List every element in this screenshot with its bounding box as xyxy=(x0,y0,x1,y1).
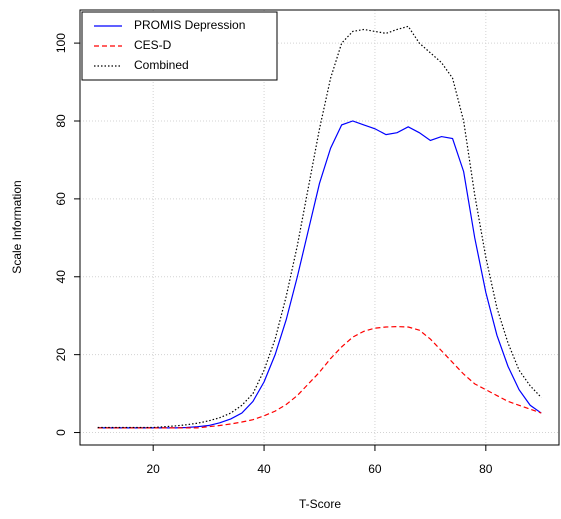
line xyxy=(97,326,542,429)
y-tick-label: 20 xyxy=(54,348,68,362)
line xyxy=(97,120,542,429)
x-tick-label: 40 xyxy=(257,462,271,476)
plot-frame xyxy=(79,9,560,446)
legend-label: Combined xyxy=(134,58,189,72)
x-tick-label: 60 xyxy=(368,462,382,476)
y-tick-label: 80 xyxy=(54,114,68,128)
legend-label: PROMIS Depression xyxy=(134,18,245,32)
y-tick-label: 100 xyxy=(54,33,68,53)
x-tick-label: 20 xyxy=(147,462,161,476)
y-tick-label: 60 xyxy=(54,192,68,206)
legend-label: CES-D xyxy=(134,38,172,52)
y-tick-label: 0 xyxy=(54,429,68,436)
x-axis-label: T-Score xyxy=(299,497,341,511)
y-tick-label: 40 xyxy=(54,270,68,284)
y-axis-label: Scale Information xyxy=(10,180,24,273)
line xyxy=(97,25,542,429)
x-tick-label: 80 xyxy=(479,462,493,476)
